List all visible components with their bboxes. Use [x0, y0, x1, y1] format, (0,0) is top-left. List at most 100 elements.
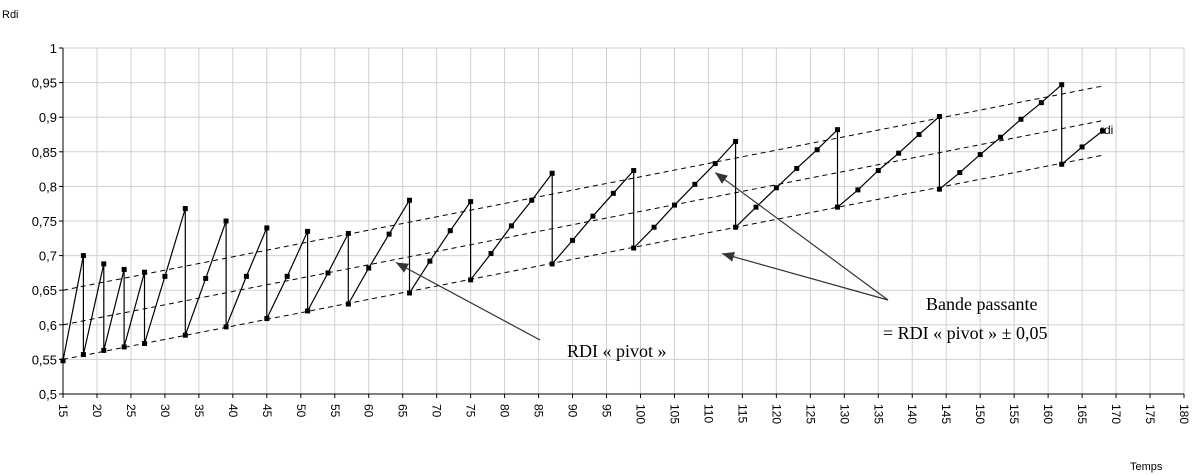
data-point	[1038, 100, 1044, 106]
data-point	[182, 332, 188, 338]
x-tick-label: 25	[124, 404, 138, 418]
data-point	[386, 231, 392, 237]
data-point	[529, 197, 535, 203]
data-point	[264, 225, 270, 231]
data-point	[896, 150, 902, 156]
data-point	[223, 218, 229, 224]
data-point	[549, 261, 555, 267]
x-tick-label: 110	[701, 404, 715, 423]
x-tick-label: 90	[566, 404, 580, 418]
data-point	[631, 167, 637, 173]
band-annotation-line1: Bande passante	[926, 294, 1037, 314]
data-point	[121, 344, 127, 350]
y-tick-label: 0,8	[39, 179, 57, 194]
x-tick-label: 70	[430, 404, 444, 418]
data-point	[1018, 116, 1024, 122]
data-point	[60, 358, 66, 364]
dashed-reference-line	[62, 120, 1103, 326]
data-point	[101, 261, 107, 267]
data-point	[142, 269, 148, 275]
axes	[59, 47, 1185, 398]
data-point	[733, 138, 739, 144]
data-point	[488, 251, 494, 257]
data-point	[121, 266, 127, 272]
dashed-reference-line	[62, 154, 1103, 360]
annotation-arrow-line	[721, 252, 889, 301]
data-point	[590, 213, 596, 219]
data-point	[162, 273, 168, 279]
data-point	[549, 170, 555, 176]
data-point	[345, 301, 351, 307]
x-tick-label: 30	[158, 404, 172, 418]
data-point	[875, 167, 881, 173]
data-point	[814, 147, 820, 153]
x-tick-label: 15	[56, 404, 70, 418]
x-tick-label: 170	[1109, 404, 1123, 424]
x-axis-title: Temps	[1130, 461, 1163, 473]
data-point	[1099, 128, 1105, 134]
data-point	[468, 277, 474, 283]
data-point	[794, 165, 800, 171]
x-tick-label: 60	[362, 404, 376, 418]
data-point	[325, 270, 331, 276]
data-point	[753, 204, 759, 210]
data-point	[916, 132, 922, 137]
y-axis-title: Rdi	[2, 9, 19, 21]
x-tick-label: 135	[871, 404, 885, 424]
series	[60, 82, 1105, 364]
annotation-arrow-line	[395, 261, 541, 341]
y-tick-label: 0,7	[39, 249, 57, 264]
x-tick-label: 85	[532, 404, 546, 418]
data-point	[835, 204, 841, 210]
annotations	[395, 172, 889, 341]
data-point	[977, 152, 983, 158]
x-tick-label: 160	[1041, 404, 1055, 424]
series-end-label: rdi	[1100, 123, 1113, 137]
x-tick-label: 125	[803, 404, 817, 424]
x-tick-label: 105	[667, 404, 681, 424]
data-point	[835, 127, 841, 133]
data-point	[284, 273, 290, 279]
data-point	[855, 187, 861, 193]
data-point	[203, 275, 209, 281]
y-tick-label: 0,65	[32, 283, 57, 298]
y-tick-label: 0,5	[39, 387, 57, 402]
band-annotation-line2: = RDI « pivot » ± 0,05	[883, 323, 1048, 343]
x-tick-label: 65	[396, 404, 410, 418]
dashed-reference-line	[62, 85, 1103, 291]
x-tick-label: 145	[939, 404, 953, 424]
data-point	[651, 224, 657, 230]
x-tick-label: 180	[1177, 404, 1191, 424]
data-point	[508, 223, 514, 229]
y-tick-label: 1	[50, 41, 57, 56]
y-tick-label: 0,85	[32, 145, 57, 160]
y-tick-label: 0,95	[32, 76, 57, 91]
data-point	[957, 170, 963, 176]
data-point	[692, 181, 698, 187]
x-tick-label: 130	[837, 404, 851, 424]
x-tick-label: 150	[973, 404, 987, 424]
x-tick-label: 45	[260, 404, 274, 418]
data-point	[142, 340, 148, 346]
data-point	[264, 316, 270, 322]
data-point	[447, 228, 453, 234]
data-point	[80, 253, 86, 259]
annotation-arrow-head	[722, 251, 735, 262]
data-point	[80, 352, 86, 358]
x-tick-label: 100	[633, 404, 647, 424]
y-tick-label: 0,55	[32, 352, 57, 367]
data-point	[406, 290, 412, 296]
x-tick-label: 120	[769, 404, 783, 424]
data-point	[712, 161, 718, 167]
data-point	[468, 199, 474, 205]
data-point	[223, 324, 229, 330]
data-point	[305, 228, 311, 234]
data-point	[345, 230, 351, 236]
data-point	[182, 206, 188, 212]
data-point	[101, 347, 107, 353]
data-point	[1079, 144, 1085, 150]
data-point	[570, 237, 576, 243]
data-point	[631, 245, 637, 251]
